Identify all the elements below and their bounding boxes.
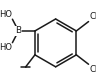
Text: Cl: Cl [89,65,96,74]
Text: HO: HO [0,10,12,19]
Text: B: B [15,26,22,35]
Text: HO: HO [0,43,12,52]
Text: Cl: Cl [89,12,96,21]
